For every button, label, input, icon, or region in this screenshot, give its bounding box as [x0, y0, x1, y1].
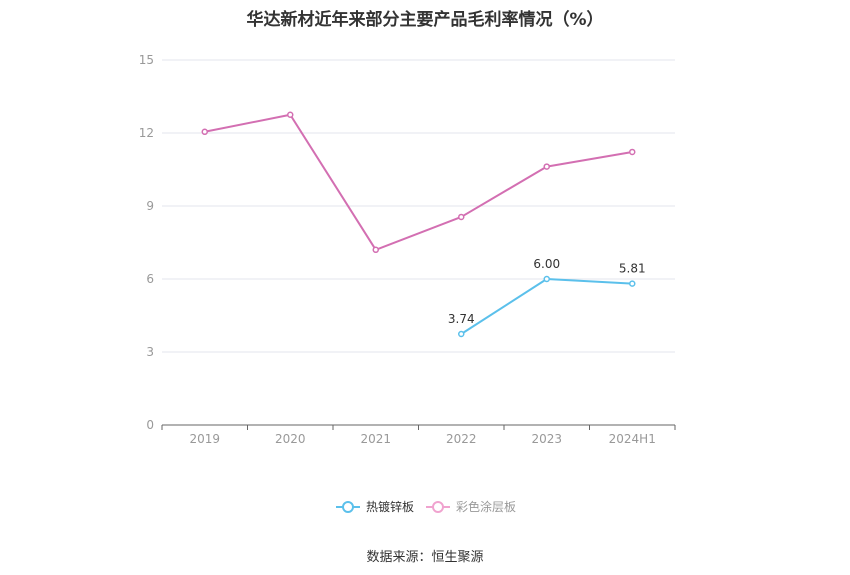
y-tick-label: 3 — [146, 345, 154, 359]
data-label: 3.74 — [448, 312, 475, 326]
legend-item[interactable]: 彩色涂层板 — [426, 499, 516, 514]
data-point[interactable] — [372, 246, 379, 254]
y-tick-label: 15 — [139, 53, 154, 67]
grid-lines — [162, 59, 675, 353]
series-line — [204, 113, 633, 251]
x-tick-label: 2024H1 — [609, 432, 656, 446]
legend-label: 彩色涂层板 — [456, 499, 516, 514]
data-point[interactable] — [543, 163, 550, 170]
data-point[interactable] — [458, 330, 465, 338]
data-point[interactable] — [201, 128, 208, 136]
x-tick-label: 2019 — [189, 432, 220, 446]
data-point[interactable] — [458, 213, 465, 221]
axes: 0 3 6 9 12 15 2019 2020 2021 2022 2023 2024H1 — [139, 53, 676, 446]
x-tick-label: 2020 — [275, 432, 306, 446]
data-label: 6.00 — [533, 257, 560, 271]
data-point[interactable] — [543, 275, 550, 283]
data-point[interactable] — [287, 111, 294, 118]
data-labels: 3.74 6.00 5.81 — [448, 257, 646, 326]
data-label: 5.81 — [619, 262, 646, 276]
y-tick-label: 9 — [146, 199, 154, 213]
legend-marker — [342, 501, 354, 513]
legend-label: 热镀锌板 — [366, 500, 414, 514]
chart-title: 华达新材近年来部分主要产品毛利率情况（%） — [246, 10, 604, 30]
x-tick-label: 2022 — [446, 432, 477, 446]
x-tick-label: 2021 — [360, 432, 391, 446]
data-point[interactable] — [629, 148, 636, 156]
legend[interactable]: 热镀锌板 彩色涂层板 — [336, 499, 516, 514]
legend-marker — [432, 501, 444, 513]
chart-source: 数据来源：恒生聚源 — [366, 550, 484, 565]
legend-item[interactable]: 热镀锌板 — [336, 500, 414, 514]
y-tick-label: 0 — [146, 418, 154, 432]
x-tick-label: 2023 — [531, 432, 562, 446]
y-tick-label: 6 — [146, 272, 154, 286]
y-tick-label: 12 — [139, 126, 154, 140]
series-lines — [201, 111, 636, 338]
data-point[interactable] — [629, 280, 636, 287]
series-line — [460, 278, 633, 335]
